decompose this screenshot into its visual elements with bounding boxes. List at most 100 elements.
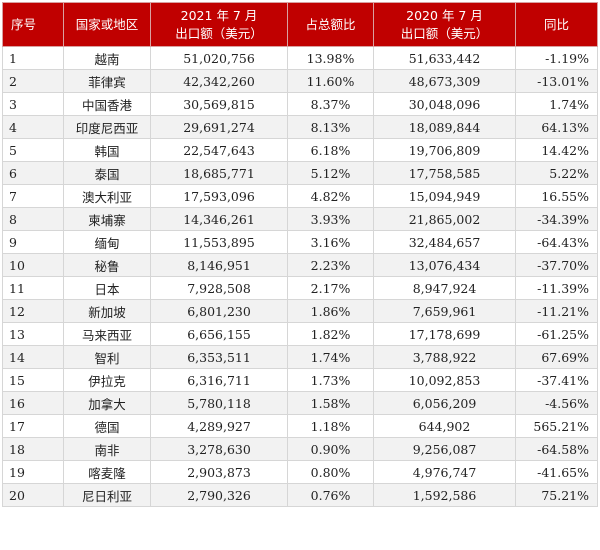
cell-index: 16	[2, 391, 64, 415]
cell-yoy: -1.19%	[515, 46, 598, 70]
cell-country: 加拿大	[63, 391, 151, 415]
cell-country: 新加坡	[63, 299, 151, 323]
cell-index: 15	[2, 368, 64, 392]
cell-country: 越南	[63, 46, 151, 70]
cell-share: 5.12%	[287, 161, 374, 185]
cell-exports-2020: 13,076,434	[373, 253, 516, 277]
cell-yoy: 14.42%	[515, 138, 598, 162]
table-row: 4 印度尼西亚 29,691,274 8.13% 18,089,844 64.13%	[2, 115, 598, 139]
cell-exports-2021: 14,346,261	[150, 207, 288, 231]
cell-country: 缅甸	[63, 230, 151, 254]
cell-exports-2021: 6,801,230	[150, 299, 288, 323]
cell-index: 7	[2, 184, 64, 208]
cell-index: 9	[2, 230, 64, 254]
cell-share: 8.13%	[287, 115, 374, 139]
cell-country: 菲律宾	[63, 69, 151, 93]
cell-exports-2020: 1,592,586	[373, 483, 516, 507]
header-index: 序号	[2, 2, 64, 47]
header-exports-2020-line2: 出口额（美元）	[400, 25, 489, 41]
cell-share: 4.82%	[287, 184, 374, 208]
cell-share: 1.18%	[287, 414, 374, 438]
table-header: 序号 国家或地区 2021 年 7 月 出口额（美元） 占总额比 2020 年 …	[2, 2, 598, 47]
cell-exports-2020: 6,056,209	[373, 391, 516, 415]
cell-country: 南非	[63, 437, 151, 461]
cell-exports-2020: 644,902	[373, 414, 516, 438]
cell-yoy: 16.55%	[515, 184, 598, 208]
cell-country: 中国香港	[63, 92, 151, 116]
cell-exports-2021: 5,780,118	[150, 391, 288, 415]
cell-yoy: 565.21%	[515, 414, 598, 438]
cell-exports-2021: 8,146,951	[150, 253, 288, 277]
table-row: 7 澳大利亚 17,593,096 4.82% 15,094,949 16.55%	[2, 184, 598, 208]
cell-exports-2021: 6,316,711	[150, 368, 288, 392]
export-table-container: 序号 国家或地区 2021 年 7 月 出口额（美元） 占总额比 2020 年 …	[2, 2, 598, 507]
table-row: 3 中国香港 30,569,815 8.37% 30,048,096 1.74%	[2, 92, 598, 116]
cell-yoy: 5.22%	[515, 161, 598, 185]
cell-index: 4	[2, 115, 64, 139]
cell-share: 11.60%	[287, 69, 374, 93]
cell-exports-2021: 11,553,895	[150, 230, 288, 254]
cell-exports-2021: 17,593,096	[150, 184, 288, 208]
cell-share: 3.93%	[287, 207, 374, 231]
cell-exports-2020: 8,947,924	[373, 276, 516, 300]
cell-country: 柬埔寨	[63, 207, 151, 231]
cell-index: 5	[2, 138, 64, 162]
cell-country: 日本	[63, 276, 151, 300]
cell-country: 德国	[63, 414, 151, 438]
cell-share: 1.74%	[287, 345, 374, 369]
cell-yoy: 75.21%	[515, 483, 598, 507]
cell-index: 6	[2, 161, 64, 185]
cell-index: 19	[2, 460, 64, 484]
cell-exports-2021: 51,020,756	[150, 46, 288, 70]
cell-exports-2020: 7,659,961	[373, 299, 516, 323]
cell-country: 智利	[63, 345, 151, 369]
cell-index: 11	[2, 276, 64, 300]
cell-exports-2021: 6,353,511	[150, 345, 288, 369]
table-row: 14 智利 6,353,511 1.74% 3,788,922 67.69%	[2, 345, 598, 369]
header-exports-2021-line1: 2021 年 7 月	[180, 7, 258, 23]
cell-country: 印度尼西亚	[63, 115, 151, 139]
header-exports-2020-line1: 2020 年 7 月	[406, 7, 483, 23]
cell-yoy: -11.21%	[515, 299, 598, 323]
export-table: 序号 国家或地区 2021 年 7 月 出口额（美元） 占总额比 2020 年 …	[2, 2, 598, 507]
cell-share: 0.80%	[287, 460, 374, 484]
cell-country: 马来西亚	[63, 322, 151, 346]
cell-yoy: -61.25%	[515, 322, 598, 346]
cell-yoy: -37.70%	[515, 253, 598, 277]
cell-exports-2020: 17,758,585	[373, 161, 516, 185]
cell-exports-2020: 15,094,949	[373, 184, 516, 208]
table-row: 13 马来西亚 6,656,155 1.82% 17,178,699 -61.25%	[2, 322, 598, 346]
cell-yoy: -41.65%	[515, 460, 598, 484]
cell-country: 尼日利亚	[63, 483, 151, 507]
cell-exports-2020: 30,048,096	[373, 92, 516, 116]
table-row: 20 尼日利亚 2,790,326 0.76% 1,592,586 75.21%	[2, 483, 598, 507]
cell-yoy: -64.58%	[515, 437, 598, 461]
cell-share: 0.76%	[287, 483, 374, 507]
cell-exports-2020: 17,178,699	[373, 322, 516, 346]
cell-yoy: -13.01%	[515, 69, 598, 93]
cell-exports-2020: 9,256,087	[373, 437, 516, 461]
header-exports-2021: 2021 年 7 月 出口额（美元）	[150, 2, 288, 47]
table-row: 1 越南 51,020,756 13.98% 51,633,442 -1.19%	[2, 46, 598, 70]
cell-exports-2021: 30,569,815	[150, 92, 288, 116]
cell-exports-2020: 48,673,309	[373, 69, 516, 93]
table-row: 17 德国 4,289,927 1.18% 644,902 565.21%	[2, 414, 598, 438]
table-row: 8 柬埔寨 14,346,261 3.93% 21,865,002 -34.39%	[2, 207, 598, 231]
table-row: 6 泰国 18,685,771 5.12% 17,758,585 5.22%	[2, 161, 598, 185]
cell-index: 10	[2, 253, 64, 277]
cell-exports-2020: 18,089,844	[373, 115, 516, 139]
cell-country: 伊拉克	[63, 368, 151, 392]
cell-share: 3.16%	[287, 230, 374, 254]
cell-country: 泰国	[63, 161, 151, 185]
header-yoy: 同比	[515, 2, 598, 47]
cell-exports-2020: 10,092,853	[373, 368, 516, 392]
cell-yoy: -64.43%	[515, 230, 598, 254]
cell-country: 秘鲁	[63, 253, 151, 277]
cell-index: 3	[2, 92, 64, 116]
cell-exports-2021: 2,903,873	[150, 460, 288, 484]
cell-share: 1.86%	[287, 299, 374, 323]
table-row: 11 日本 7,928,508 2.17% 8,947,924 -11.39%	[2, 276, 598, 300]
cell-index: 12	[2, 299, 64, 323]
table-row: 9 缅甸 11,553,895 3.16% 32,484,657 -64.43%	[2, 230, 598, 254]
table-row: 12 新加坡 6,801,230 1.86% 7,659,961 -11.21%	[2, 299, 598, 323]
